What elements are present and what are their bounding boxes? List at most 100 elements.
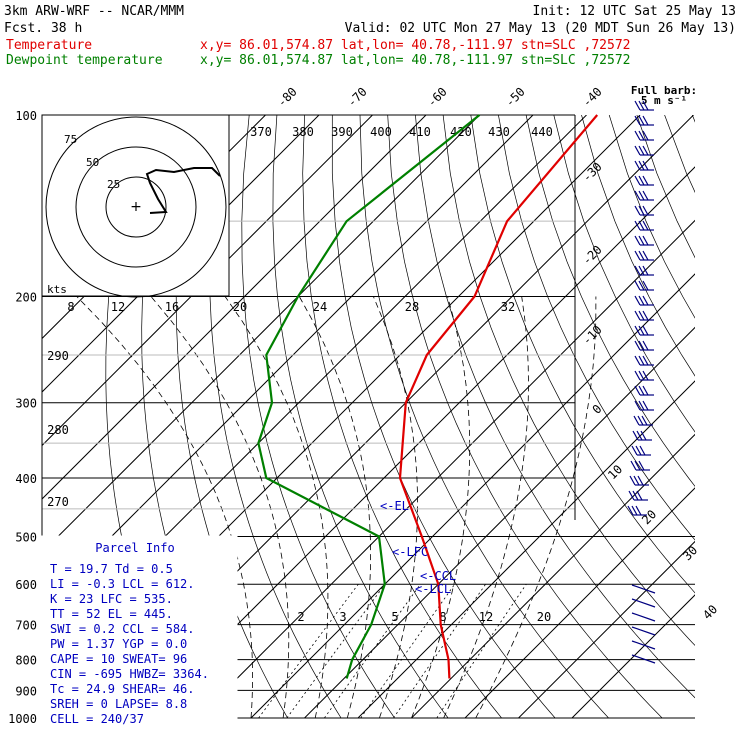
parcel-row-swi: SWI = 0.2 CCL = 584. [50,622,195,636]
wind-barb-flag [634,325,641,336]
mixing-upper-label-6: 32 [501,300,515,314]
wind-barb-flag [634,280,641,291]
moist-adiabat-32 [475,296,597,718]
parcel-info-box: Parcel Info T = 19.7 Td = 0.5 LI = -0.3 … [41,535,238,740]
wind-barb-flag [638,175,645,186]
wind-barb-flag [635,505,642,516]
pressure-label-500: 500 [15,530,37,544]
wind-barb-flag [634,460,641,471]
wind-barb-flag [642,265,649,276]
parcel-info-background [41,535,238,740]
mixing-ratio-20 [436,583,527,718]
isotherm-label-11: 30 [680,543,700,563]
wind-barb-flag [638,235,645,246]
theta-left-label-1: 280 [47,423,69,437]
hodograph-trace [145,167,221,214]
temperature-label: Temperature [6,38,92,53]
dewpoint-profile [257,114,481,679]
parcel-row-cin: CIN = -695 HWBZ= 3364. [50,667,209,681]
wind-barb-flag [642,310,649,321]
theta-top-label-0: 370 [250,125,272,139]
wind-barb-flag [632,430,639,441]
mixing-upper-label-5: 28 [405,300,419,314]
mixing-lower-label-1: 3 [339,610,346,624]
parcel-row-tt: TT = 52 EL = 445. [50,607,173,621]
wind-barb-flag [638,250,645,261]
wind-barb-flag [640,430,647,441]
isobars [42,114,695,719]
wind-barb-flag [642,190,649,201]
parcel-info-title: Parcel Info [95,541,174,555]
wind-barb-flag [638,325,645,336]
wind-barb-flag [634,100,641,111]
wind-barb-low [631,626,656,636]
wind-barb-flag [638,220,645,231]
wind-barb-flag [636,430,643,441]
wind-barb-flag [634,355,641,366]
wind-barb-flag [642,220,649,231]
pressure-label-900: 900 [15,684,37,698]
wind-barb-flag [642,235,649,246]
wind-barb-flag [637,475,644,486]
dry-adiabat-450 [691,115,695,123]
wind-barb-flag [638,100,645,111]
wind-barb-flag [632,490,639,501]
barb-key-line2: 5 m s⁻¹ [641,94,687,107]
wind-barb-flag [628,490,635,501]
parcel-row-li: LI = -0.3 LCL = 612. [50,577,195,591]
wind-barb-flag [634,205,641,216]
isotherm-40 [518,540,695,718]
isotherm--70 [42,115,534,607]
dry-adiabat-410 [581,115,695,377]
theta-top-label-1: 380 [292,125,314,139]
parcel-row-k: K = 23 LFC = 535. [50,592,173,606]
isotherm-label-7: -10 [580,323,605,348]
dry-adiabat-290 [241,115,395,718]
isotherm--90 [42,115,427,500]
wind-barb-flag [634,400,641,411]
wind-barb-flag [638,385,645,396]
pressure-label-800: 800 [15,654,37,668]
wind-barb-flag [642,115,649,126]
theta-top-label-7: 440 [531,125,553,139]
dry-adiabat-360 [442,115,695,646]
wind-barb-flag [642,355,649,366]
wind-barb-flag [642,130,649,141]
theta-left-label-0: 290 [47,349,69,363]
wind-barb-flag [638,400,645,411]
wind-barbs [627,100,656,664]
barb-key-line1: Full barb: [631,84,697,97]
moist-adiabat-20 [411,296,471,718]
hodograph-ring-50 [75,146,197,268]
wind-barb-flag [638,340,645,351]
hodograph-box [41,114,230,297]
parcel-row-cape: CAPE = 10 SWEAT= 96 [50,652,187,666]
wind-barb-flag [638,190,645,201]
wind-barb-flag [642,205,649,216]
hodograph-label-75: 75 [64,133,77,146]
wind-barb-flag [633,415,640,426]
wind-barb-flag [631,445,638,456]
mixing-ratio-5 [324,583,421,718]
wind-barb-flag [642,340,649,351]
isotherm--10 [250,273,695,718]
wind-barb-flag [627,505,634,516]
wind-barb-flag [630,460,637,471]
isotherm--80 [42,115,480,554]
mixing-upper-label-1: 12 [111,300,125,314]
wind-barb-flag [634,130,641,141]
dry-adiabat-420 [608,115,695,319]
parcel-row-pw: PW = 1.37 YGP = 0.0 [50,637,187,651]
wind-barb-flag [638,160,645,171]
theta-top-label-2: 390 [331,125,353,139]
pressure-label-700: 700 [15,619,37,633]
init-time: Init: 12 UTC Sat 25 May 13 [533,4,737,19]
wind-barb-flag [642,250,649,261]
wind-barb-low [631,612,656,622]
isotherm-label-4: -40 [580,85,605,110]
isotherm-label-8: 0 [590,402,605,417]
wind-barb-flag [638,280,645,291]
isotherm-0 [304,326,695,718]
isotherm-label-6: -20 [580,243,605,268]
